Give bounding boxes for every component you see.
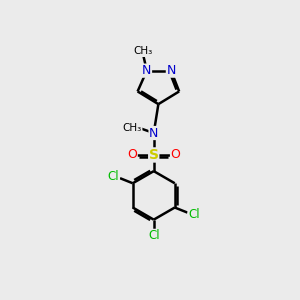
Text: S: S (149, 148, 159, 162)
Text: O: O (170, 148, 180, 161)
Text: CH₃: CH₃ (134, 46, 153, 56)
Text: Cl: Cl (188, 208, 200, 221)
Text: O: O (127, 148, 137, 161)
Text: N: N (167, 64, 176, 77)
Text: Cl: Cl (108, 170, 119, 183)
Text: Cl: Cl (148, 229, 160, 242)
Text: N: N (142, 64, 152, 77)
Text: CH₃: CH₃ (123, 123, 142, 134)
Text: N: N (149, 127, 158, 140)
